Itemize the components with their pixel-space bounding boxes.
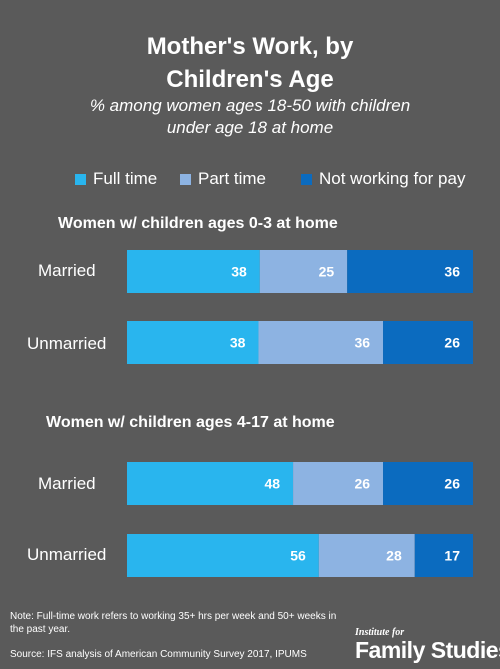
ifs-logo: Institute for Family Studies [355,627,500,665]
bar-not-working-p0-r0 [347,250,473,293]
bar-full-time-p0-r1 [127,321,259,364]
legend-label-not-working: Not working for pay [319,169,466,188]
legend-swatch-not-working [301,173,312,185]
chart-title: Mother's Work, by Children's Age [0,30,500,96]
section-title-4-17: Women w/ children ages 4-17 at home [46,414,335,431]
footnote: Note: Full-time work refers to working 3… [10,611,337,635]
source-note: Source: IFS analysis of American Communi… [10,649,307,660]
bar-full-time-p1-r0 [127,462,294,505]
legend-swatch-part-time [180,173,191,185]
logo-small-text: Institute for [355,627,405,638]
bar-part-time-p0-r0 [259,250,348,293]
value-label-part-time-p0-r1: 36 [354,335,370,351]
value-label-not-working-p0-r1: 26 [444,335,460,351]
bar-part-time-p1-r1 [318,534,415,577]
value-label-part-time-p1-r1: 28 [386,548,402,564]
value-label-full-time-p0-r1: 38 [230,335,246,351]
bar-full-time-p1-r1 [127,534,319,577]
bar-full-time-p0-r0 [127,250,260,293]
bar-not-working-p1-r1 [414,534,473,577]
bar-part-time-p1-r0 [293,462,384,505]
legend-label-full-time: Full time [93,169,158,188]
legend-swatch-full-time [75,173,86,185]
subtitle-line-2: under age 18 at home [166,118,334,137]
row-label-married-4-17: Married [38,474,96,493]
section-title-0-3: Women w/ children ages 0-3 at home [58,215,338,232]
title-line-2: Children's Age [166,66,334,93]
value-label-not-working-p1-r0: 26 [444,476,460,492]
row-label-married-0-3: Married [38,261,96,280]
subtitle-line-1: % among women ages 18-50 with children [89,96,411,115]
row-label-unmarried-0-3: Unmarried [27,334,107,353]
bar-not-working-p1-r0 [383,462,473,505]
value-label-not-working-p1-r1: 17 [444,548,460,564]
value-label-not-working-p0-r0: 36 [444,264,460,280]
value-label-full-time-p1-r1: 56 [290,548,306,564]
bar-part-time-p0-r1 [258,321,384,364]
legend-label-part-time: Part time [198,169,267,188]
chart-subtitle: % among women ages 18-50 with children u… [0,95,500,139]
value-label-full-time-p0-r0: 38 [231,264,247,280]
value-label-part-time-p1-r0: 26 [354,476,370,492]
value-label-full-time-p1-r0: 48 [265,476,281,492]
value-label-part-time-p0-r0: 25 [319,264,335,280]
title-line-1: Mother's Work, by [146,33,354,60]
legend-item-part-time: Part time [180,169,266,189]
row-label-unmarried-4-17: Unmarried [27,545,107,564]
legend-item-not-working: Not working for pay [301,169,465,189]
bar-not-working-p0-r1 [383,321,473,364]
logo-big-text: Family Studies [355,637,500,663]
legend-item-full-time: Full time [75,169,157,189]
